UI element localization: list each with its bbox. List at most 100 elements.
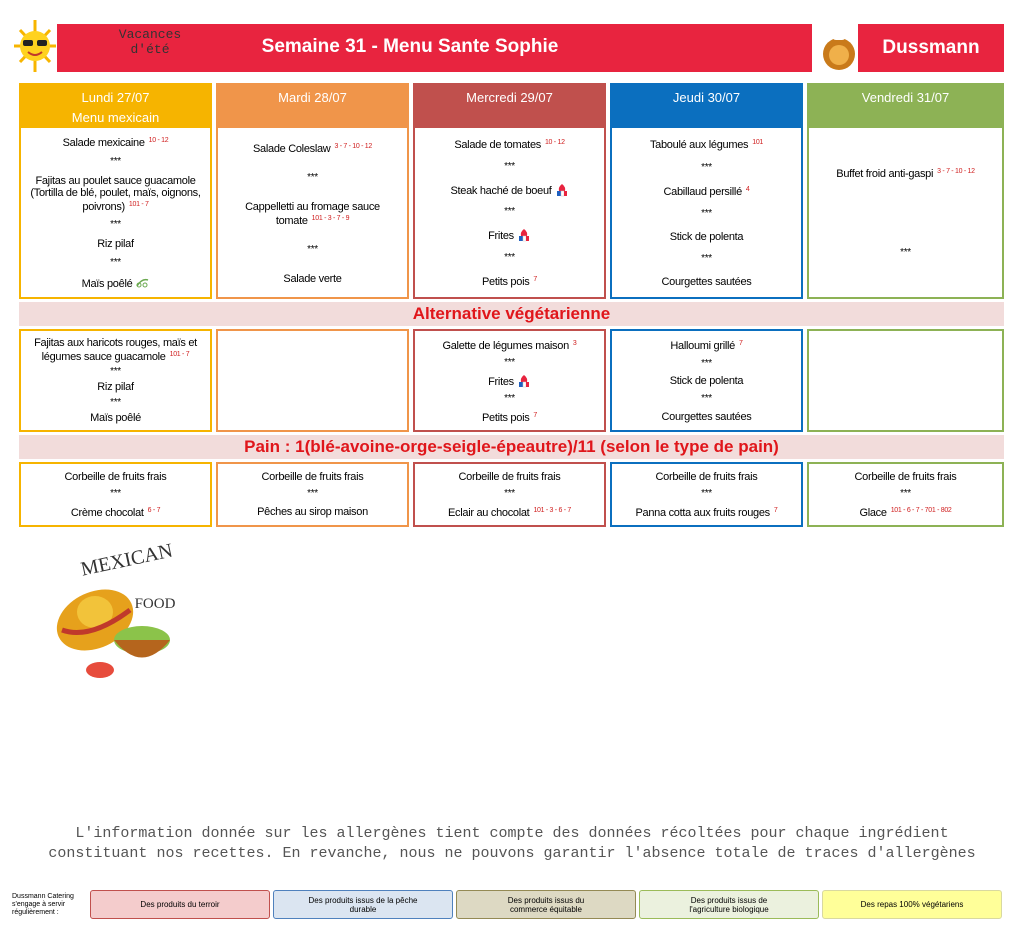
dish: Eclair au chocolat 101 - 3 - 6 - 7 [448, 505, 571, 519]
dish-text: *** [701, 253, 712, 265]
dish: Corbeille de fruits frais [656, 471, 758, 483]
dish: Riz pilaf [97, 381, 134, 393]
allergens: 7 [533, 411, 538, 419]
dish-text: *** [701, 393, 712, 405]
dish-text: Fajitas au poulet sauce guacamole (Torti… [30, 174, 201, 213]
dish-text: Corbeille de fruits frais [64, 470, 167, 483]
dish: Glace 101 - 6 - 7 - 701 - 802 [859, 505, 951, 519]
dish-text: Courgettes sautées [661, 411, 752, 424]
note-line: L'information donnée sur les allergènes … [75, 825, 949, 842]
dish: Galette de légumes maison 3 [442, 338, 576, 352]
main-box: Salade de tomates 10 - 12 *** Steak haché d… [413, 128, 606, 299]
dish: Stick de polenta [669, 230, 744, 243]
dish-text: *** [701, 357, 712, 369]
dish-text: Stick de polenta [669, 230, 744, 243]
dish: Buffet froid anti-gaspi 3 - 7 - 10 - 12 [836, 166, 975, 180]
dish: Courgettes sautées [662, 276, 752, 288]
badge-line: Vacances [118, 27, 182, 42]
dish: Corbeille de fruits frais [855, 471, 957, 483]
dish-text: Halloumi grillé [670, 339, 735, 352]
dish: Fajitas aux haricots rouges, maïs et lég… [27, 337, 204, 363]
dish: Fajitas au poulet sauce guacamole (Torti… [27, 175, 204, 213]
allergens: 7 [773, 506, 778, 514]
allergens: 101 - 6 - 7 - 701 - 802 [890, 506, 952, 514]
separator: *** [110, 397, 121, 409]
main-box: Salade mexicaine 10 - 12 *** Fajitas au pou… [19, 128, 212, 299]
bio-icon [136, 278, 149, 288]
allergens: 10 - 12 [148, 137, 169, 145]
allergens: 101 - 7 [128, 200, 149, 208]
dessert-box: Corbeille de fruits frais *** Panna cotta … [610, 462, 803, 527]
separator: *** [110, 257, 121, 269]
dish-text: Salade Coleslaw [253, 142, 331, 155]
dish-text: Corbeille de fruits frais [458, 470, 561, 483]
day-header: Lundi 27/07 Menu mexicain [19, 83, 212, 128]
dish-text: *** [504, 206, 515, 218]
dish-text: Crème chocolat [70, 506, 144, 519]
dish: Salade Coleslaw 3 - 7 - 10 - 12 [253, 141, 372, 155]
allergens: 7 [738, 339, 743, 347]
dish-text: Corbeille de fruits frais [854, 470, 957, 483]
title: Semaine 31 - Menu Sante Sophie [261, 36, 559, 57]
dessert-box: Corbeille de fruits frais *** Glace 101 - 6… [807, 462, 1004, 527]
banner [57, 24, 812, 72]
dish-text: *** [701, 487, 712, 499]
dish-text: *** [504, 160, 515, 172]
dish-text: *** [900, 247, 911, 259]
allergens: 3 - 7 - 10 - 12 [937, 167, 975, 175]
dish-text: Eclair au chocolat [448, 506, 530, 519]
dish-text: Buffet froid anti-gaspi [836, 167, 934, 180]
badge-line: d'été [130, 42, 170, 57]
badge: Vacances d'été [100, 27, 200, 57]
dish: Cabillaud persillé 4 [664, 184, 750, 198]
separator: *** [900, 247, 911, 259]
dish: Riz pilaf [97, 238, 134, 251]
dish-text: Galette de légumes maison [442, 339, 569, 352]
day-name: Mercredi 29/07 [466, 90, 553, 105]
legend-intro: Dussmann Catering s'engage à servir régu… [12, 893, 74, 916]
mascot [823, 30, 855, 70]
dish-text: Corbeille de fruits frais [655, 470, 758, 483]
dish-text: *** [110, 219, 121, 231]
separator: *** [701, 162, 712, 174]
main-box: Salade Coleslaw 3 - 7 - 10 - 12 *** Cappell… [216, 128, 409, 299]
day-header: Jeudi 30/07 [610, 83, 803, 128]
dish: Salade mexicaine 10 - 12 [63, 135, 169, 149]
separator: *** [701, 253, 712, 265]
allergens: 3 - 7 - 10 - 12 [334, 142, 372, 150]
veg-box [216, 329, 409, 432]
dish-text: *** [701, 208, 712, 220]
veg-band: Alternative végétarienne [19, 302, 1004, 326]
allergens: 101 - 3 - 7 - 9 [311, 214, 350, 222]
veg-box: Halloumi grillé 7 *** Stick de polenta *** Co… [610, 329, 803, 432]
dish-text: Cabillaud persillé [663, 186, 743, 199]
dish: Frites [488, 374, 531, 388]
dish: Corbeille de fruits frais [262, 471, 364, 483]
dish-text: Maïs poêlé [90, 412, 141, 425]
dish: Petits pois 7 [482, 274, 537, 288]
dish-text: Petits pois [481, 411, 530, 424]
separator: *** [701, 358, 712, 370]
day-name: Jeudi 30/07 [672, 90, 741, 105]
dish-text: Glace [859, 506, 887, 519]
dish-text: *** [504, 392, 515, 404]
brand: Dussmann [858, 24, 1004, 72]
dish-text: Riz pilaf [97, 238, 134, 251]
dish-text: Panna cotta aux fruits rouges [635, 506, 771, 519]
legend-text: Des produits issus de l'agriculture biol… [689, 895, 769, 914]
day-header: Vendredi 31/07 [807, 83, 1004, 128]
allergens: 3 [572, 339, 577, 347]
dish-text: Pêches au sirop maison [257, 506, 368, 519]
separator: *** [110, 219, 121, 231]
legend-item: Des produits issus de la pêche durable [273, 890, 453, 919]
day-header: Mardi 28/07 [216, 83, 409, 128]
veg-box: Galette de légumes maison 3 *** Frites *** Pe… [413, 329, 606, 432]
illustration-text: MEXICAN [79, 540, 175, 581]
dish-text: *** [701, 161, 712, 173]
dish: Cappelletti au fromage sauce tomate 101 -… [224, 201, 401, 227]
legend-item: Des produits du terroir [90, 890, 270, 919]
legend-item: Des produits issus du commerce équitable [456, 890, 636, 919]
separator: *** [701, 488, 712, 500]
mexican-food-illustration: MEXICAN FOOD [56, 540, 176, 678]
